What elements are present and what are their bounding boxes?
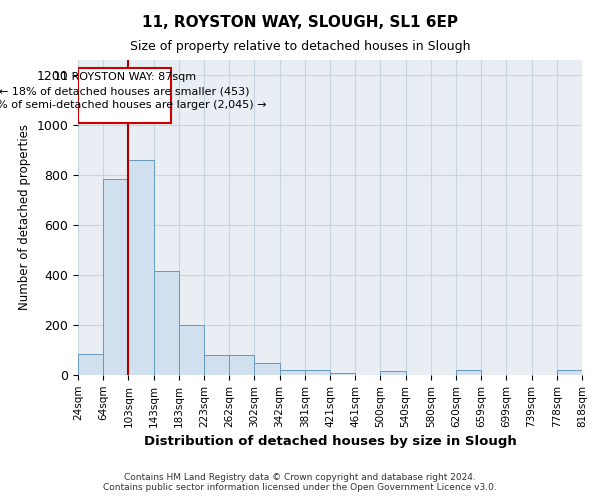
Bar xyxy=(305,370,330,375)
Bar xyxy=(456,370,481,375)
Bar xyxy=(154,271,179,375)
Bar xyxy=(280,370,305,375)
Bar xyxy=(229,355,254,375)
Bar xyxy=(380,371,406,375)
Bar xyxy=(254,362,280,375)
Text: Size of property relative to detached houses in Slough: Size of property relative to detached ho… xyxy=(130,40,470,53)
Bar xyxy=(179,325,204,375)
Bar xyxy=(204,355,229,375)
Text: 81% of semi-detached houses are larger (2,045) →: 81% of semi-detached houses are larger (… xyxy=(0,100,266,110)
Bar xyxy=(103,179,128,375)
Y-axis label: Number of detached properties: Number of detached properties xyxy=(18,124,31,310)
Bar xyxy=(128,160,154,375)
Bar xyxy=(330,372,355,375)
Text: Contains HM Land Registry data © Crown copyright and database right 2024.
Contai: Contains HM Land Registry data © Crown c… xyxy=(103,473,497,492)
Bar xyxy=(78,68,171,122)
Text: 11, ROYSTON WAY, SLOUGH, SL1 6EP: 11, ROYSTON WAY, SLOUGH, SL1 6EP xyxy=(142,15,458,30)
X-axis label: Distribution of detached houses by size in Slough: Distribution of detached houses by size … xyxy=(143,435,517,448)
Bar xyxy=(78,354,103,375)
Text: ← 18% of detached houses are smaller (453): ← 18% of detached houses are smaller (45… xyxy=(0,86,250,96)
Bar xyxy=(557,370,582,375)
Text: 11 ROYSTON WAY: 87sqm: 11 ROYSTON WAY: 87sqm xyxy=(53,72,196,83)
